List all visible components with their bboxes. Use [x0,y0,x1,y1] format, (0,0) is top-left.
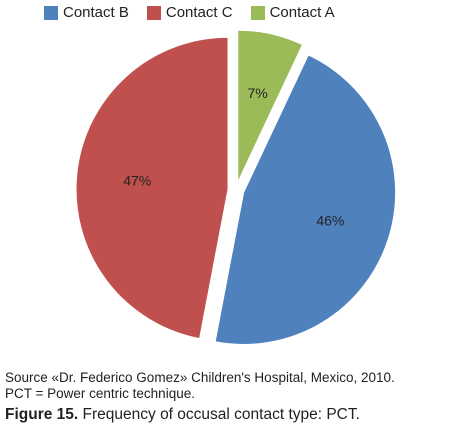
pie-label-contact-c: 47% [123,173,151,189]
pie-label-contact-a: 7% [248,85,268,101]
legend-swatch-contact-c [146,5,161,20]
legend-item-contact-c: Contact C [146,4,233,21]
pie-label-contact-b: 46% [316,213,344,229]
pie-chart: 7% 46% 47% [75,29,397,345]
pie-slice-contact-c [75,36,229,340]
legend-label-contact-b: Contact B [63,4,129,21]
figure-caption: Figure 15. Frequency of occusal contact … [5,406,360,424]
figure-caption-text: Frequency of occusal contact type: PCT. [78,406,360,423]
figure-label: Figure 15. [5,406,79,423]
legend-item-contact-a: Contact A [250,4,335,21]
source-note: Source «Dr. Federico Gomez» Children's H… [5,370,395,385]
pie-slice-contact-a [237,29,304,183]
pie-slice-contact-b [214,54,397,345]
legend-item-contact-b: Contact B [44,4,129,21]
legend-swatch-contact-b [44,5,58,20]
legend-swatch-contact-a [250,5,265,20]
chart-legend: Contact B Contact C Contact A [44,4,353,21]
pct-note: PCT = Power centric technique. [5,386,195,401]
legend-label-contact-a: Contact A [269,4,335,21]
legend-label-contact-c: Contact C [165,4,233,21]
